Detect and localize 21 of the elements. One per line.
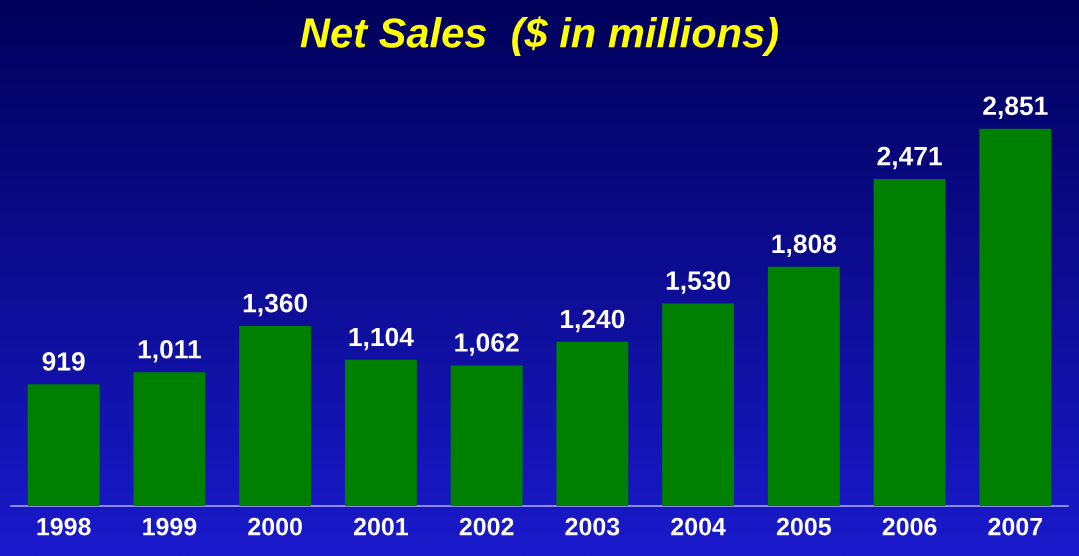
data-label: 2,851 bbox=[983, 96, 1048, 119]
x-tick-label: 1999 bbox=[143, 517, 197, 536]
data-label: 1,240 bbox=[561, 309, 625, 333]
data-label: 1,011 bbox=[138, 339, 201, 363]
x-tick-label: 2007 bbox=[988, 517, 1043, 536]
x-tick-label: 2005 bbox=[776, 517, 831, 536]
chart-title: Net Sales ($ in millions) bbox=[300, 16, 778, 56]
data-label: 2,471 bbox=[877, 146, 942, 170]
x-tick-label: 2000 bbox=[248, 517, 302, 536]
data-label: 1,530 bbox=[666, 271, 731, 294]
data-label: 1,808 bbox=[772, 234, 837, 257]
data-label: 1,360 bbox=[243, 293, 308, 317]
data-label: 1,062 bbox=[455, 333, 519, 356]
x-tick-label: 2001 bbox=[353, 517, 408, 536]
data-label: 1,104 bbox=[349, 327, 414, 351]
data-label: 919 bbox=[42, 352, 85, 371]
x-tick-label: 2003 bbox=[565, 517, 620, 536]
x-tick-label: 2006 bbox=[882, 517, 937, 536]
x-tick-label: 2004 bbox=[671, 517, 726, 536]
x-tick-label: 1998 bbox=[37, 517, 91, 536]
x-tick-label: 2002 bbox=[459, 517, 514, 536]
